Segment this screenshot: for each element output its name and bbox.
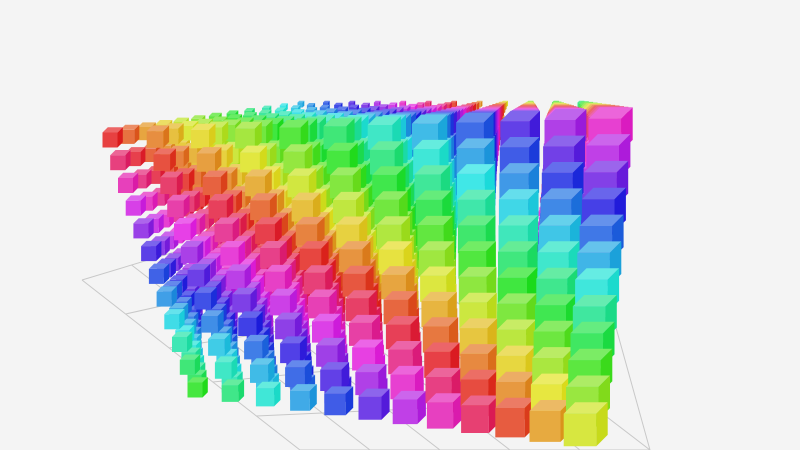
cube-face xyxy=(290,105,301,108)
cube-face xyxy=(336,106,349,110)
cube-face xyxy=(279,103,288,106)
cube-face xyxy=(262,105,272,108)
cube-face xyxy=(323,108,338,112)
cube-face xyxy=(334,102,343,105)
cube-face xyxy=(291,109,305,113)
cube-face xyxy=(274,107,286,111)
cube-face xyxy=(155,120,173,125)
cube-face xyxy=(476,102,480,112)
cube-face xyxy=(377,104,389,107)
cube-face xyxy=(226,110,239,114)
cube-face xyxy=(191,290,196,308)
cube-face xyxy=(319,104,330,108)
cube-face xyxy=(242,112,257,116)
cube-face xyxy=(173,117,189,122)
cube-face xyxy=(305,107,318,110)
cube-face xyxy=(276,111,292,115)
cube-face xyxy=(424,102,430,108)
cube-face xyxy=(348,100,356,103)
cube-face xyxy=(348,104,359,108)
cube-face xyxy=(258,109,272,113)
cube-face xyxy=(297,100,305,103)
cube-face xyxy=(285,103,288,112)
cube-face xyxy=(455,100,457,108)
cube-mark xyxy=(424,100,432,108)
cube-face xyxy=(450,100,457,103)
cube-face xyxy=(244,108,255,111)
cube-face xyxy=(361,102,370,105)
cube-face xyxy=(210,116,228,121)
cube-face xyxy=(399,100,407,103)
cube-face xyxy=(208,112,222,117)
cube-face xyxy=(194,118,213,124)
cube-face xyxy=(306,103,316,106)
cube-marks xyxy=(102,100,633,447)
cube-face xyxy=(302,100,305,108)
cube-face xyxy=(415,102,425,105)
cube-face xyxy=(480,100,483,108)
cube-face xyxy=(191,115,206,119)
cube-face xyxy=(226,114,243,119)
cube-face xyxy=(388,102,398,105)
cube-face xyxy=(323,100,330,103)
cube-face xyxy=(262,113,279,118)
cube-face xyxy=(424,100,432,103)
cube-face xyxy=(373,100,381,103)
